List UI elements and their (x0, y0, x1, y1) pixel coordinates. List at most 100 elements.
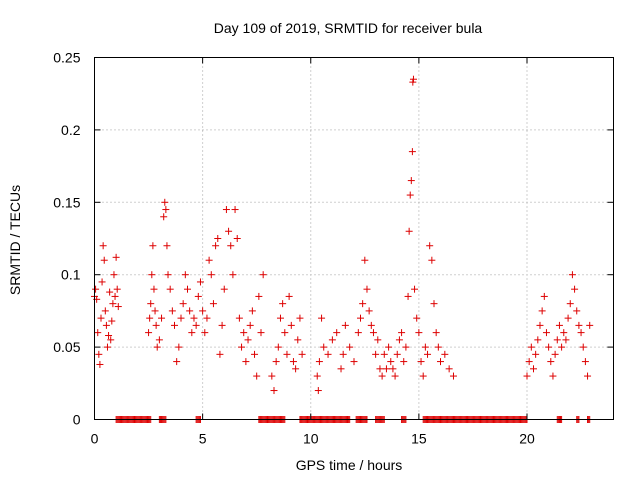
data-point (242, 358, 250, 366)
data-point (564, 314, 572, 322)
data-point (532, 350, 540, 358)
x-tick-label: 15 (411, 431, 427, 447)
data-point (257, 329, 265, 337)
data-point (562, 336, 570, 344)
data-point (445, 365, 453, 373)
data-point (153, 343, 161, 351)
data-point (372, 350, 380, 358)
data-point (407, 177, 415, 185)
data-point (437, 358, 444, 366)
data-point (150, 285, 158, 293)
data-point (575, 321, 583, 329)
data-point (292, 365, 300, 373)
data-point (214, 235, 222, 242)
data-point (179, 300, 187, 308)
data-point (428, 256, 436, 264)
data-point (584, 372, 592, 380)
data-point (218, 321, 226, 329)
data-point (415, 329, 423, 337)
y-tick-label: 0.15 (53, 194, 80, 210)
data-point (146, 314, 154, 322)
data-point (534, 336, 542, 344)
data-point (171, 321, 179, 329)
data-point (222, 206, 230, 214)
axis-ticks: 0 5 10 15 20 0 0.05 0.1 0.15 0.2 0.25 (53, 50, 614, 447)
data-point (283, 350, 291, 358)
data-point (102, 321, 110, 329)
data-point (190, 314, 198, 322)
data-point (270, 387, 278, 395)
data-point (240, 329, 248, 337)
data-point (328, 336, 336, 344)
data-point (536, 321, 544, 329)
data-point (205, 256, 213, 264)
chart-title: Day 109 of 2019, SRMTID for receiver bul… (214, 20, 483, 36)
x-tick-label: 5 (199, 431, 207, 447)
data-point (320, 343, 328, 351)
data-point (225, 227, 233, 235)
data-point (406, 191, 414, 199)
data-point (251, 350, 259, 358)
data-point (199, 307, 207, 315)
x-tick-label: 10 (303, 431, 319, 447)
data-point (586, 321, 594, 329)
data-point (152, 321, 160, 329)
data-point (573, 307, 581, 315)
data-point (108, 317, 116, 325)
data-point (314, 387, 322, 395)
data-point (339, 350, 347, 358)
data-point (274, 343, 282, 351)
data-point (432, 329, 440, 337)
data-point (92, 285, 100, 293)
data-point (173, 358, 181, 366)
data-point (568, 271, 576, 279)
data-point (441, 350, 449, 358)
data-point (162, 206, 170, 214)
data-point (235, 314, 243, 322)
data-point (207, 271, 215, 279)
data-point (318, 314, 326, 322)
data-point (192, 321, 200, 329)
data-point (525, 358, 533, 366)
data-point (95, 350, 103, 358)
data-point (164, 271, 172, 279)
data-point (166, 285, 174, 293)
data-point (209, 300, 217, 308)
data-point (363, 285, 371, 293)
data-point (296, 314, 304, 322)
data-point (313, 372, 321, 380)
y-tick-label: 0.25 (53, 50, 80, 66)
data-point (361, 256, 369, 264)
data-point (96, 360, 104, 368)
data-point (579, 343, 587, 351)
data-point (227, 242, 235, 250)
data-point (430, 300, 438, 308)
data-point (220, 285, 228, 293)
data-point (186, 307, 194, 315)
data-point (201, 329, 209, 337)
data-point (168, 307, 176, 315)
data-point (545, 343, 553, 351)
data-point (337, 365, 345, 373)
x-tick-label: 20 (519, 431, 535, 447)
data-point (547, 358, 555, 366)
data-point (566, 300, 574, 308)
data-point (333, 329, 341, 337)
data-point (400, 358, 408, 366)
data-point (276, 314, 284, 322)
x-tick-label: 0 (91, 431, 99, 447)
data-point (350, 358, 358, 366)
data-point (405, 227, 413, 235)
data-point (449, 372, 457, 380)
data-point (216, 350, 224, 358)
data-point (148, 271, 156, 279)
data-point (367, 321, 375, 329)
data-point (560, 329, 568, 337)
data-point (111, 292, 119, 300)
data-point (279, 300, 287, 308)
data-point (161, 198, 169, 206)
data-point (324, 350, 332, 358)
data-point (233, 235, 241, 242)
data-point (248, 307, 256, 315)
